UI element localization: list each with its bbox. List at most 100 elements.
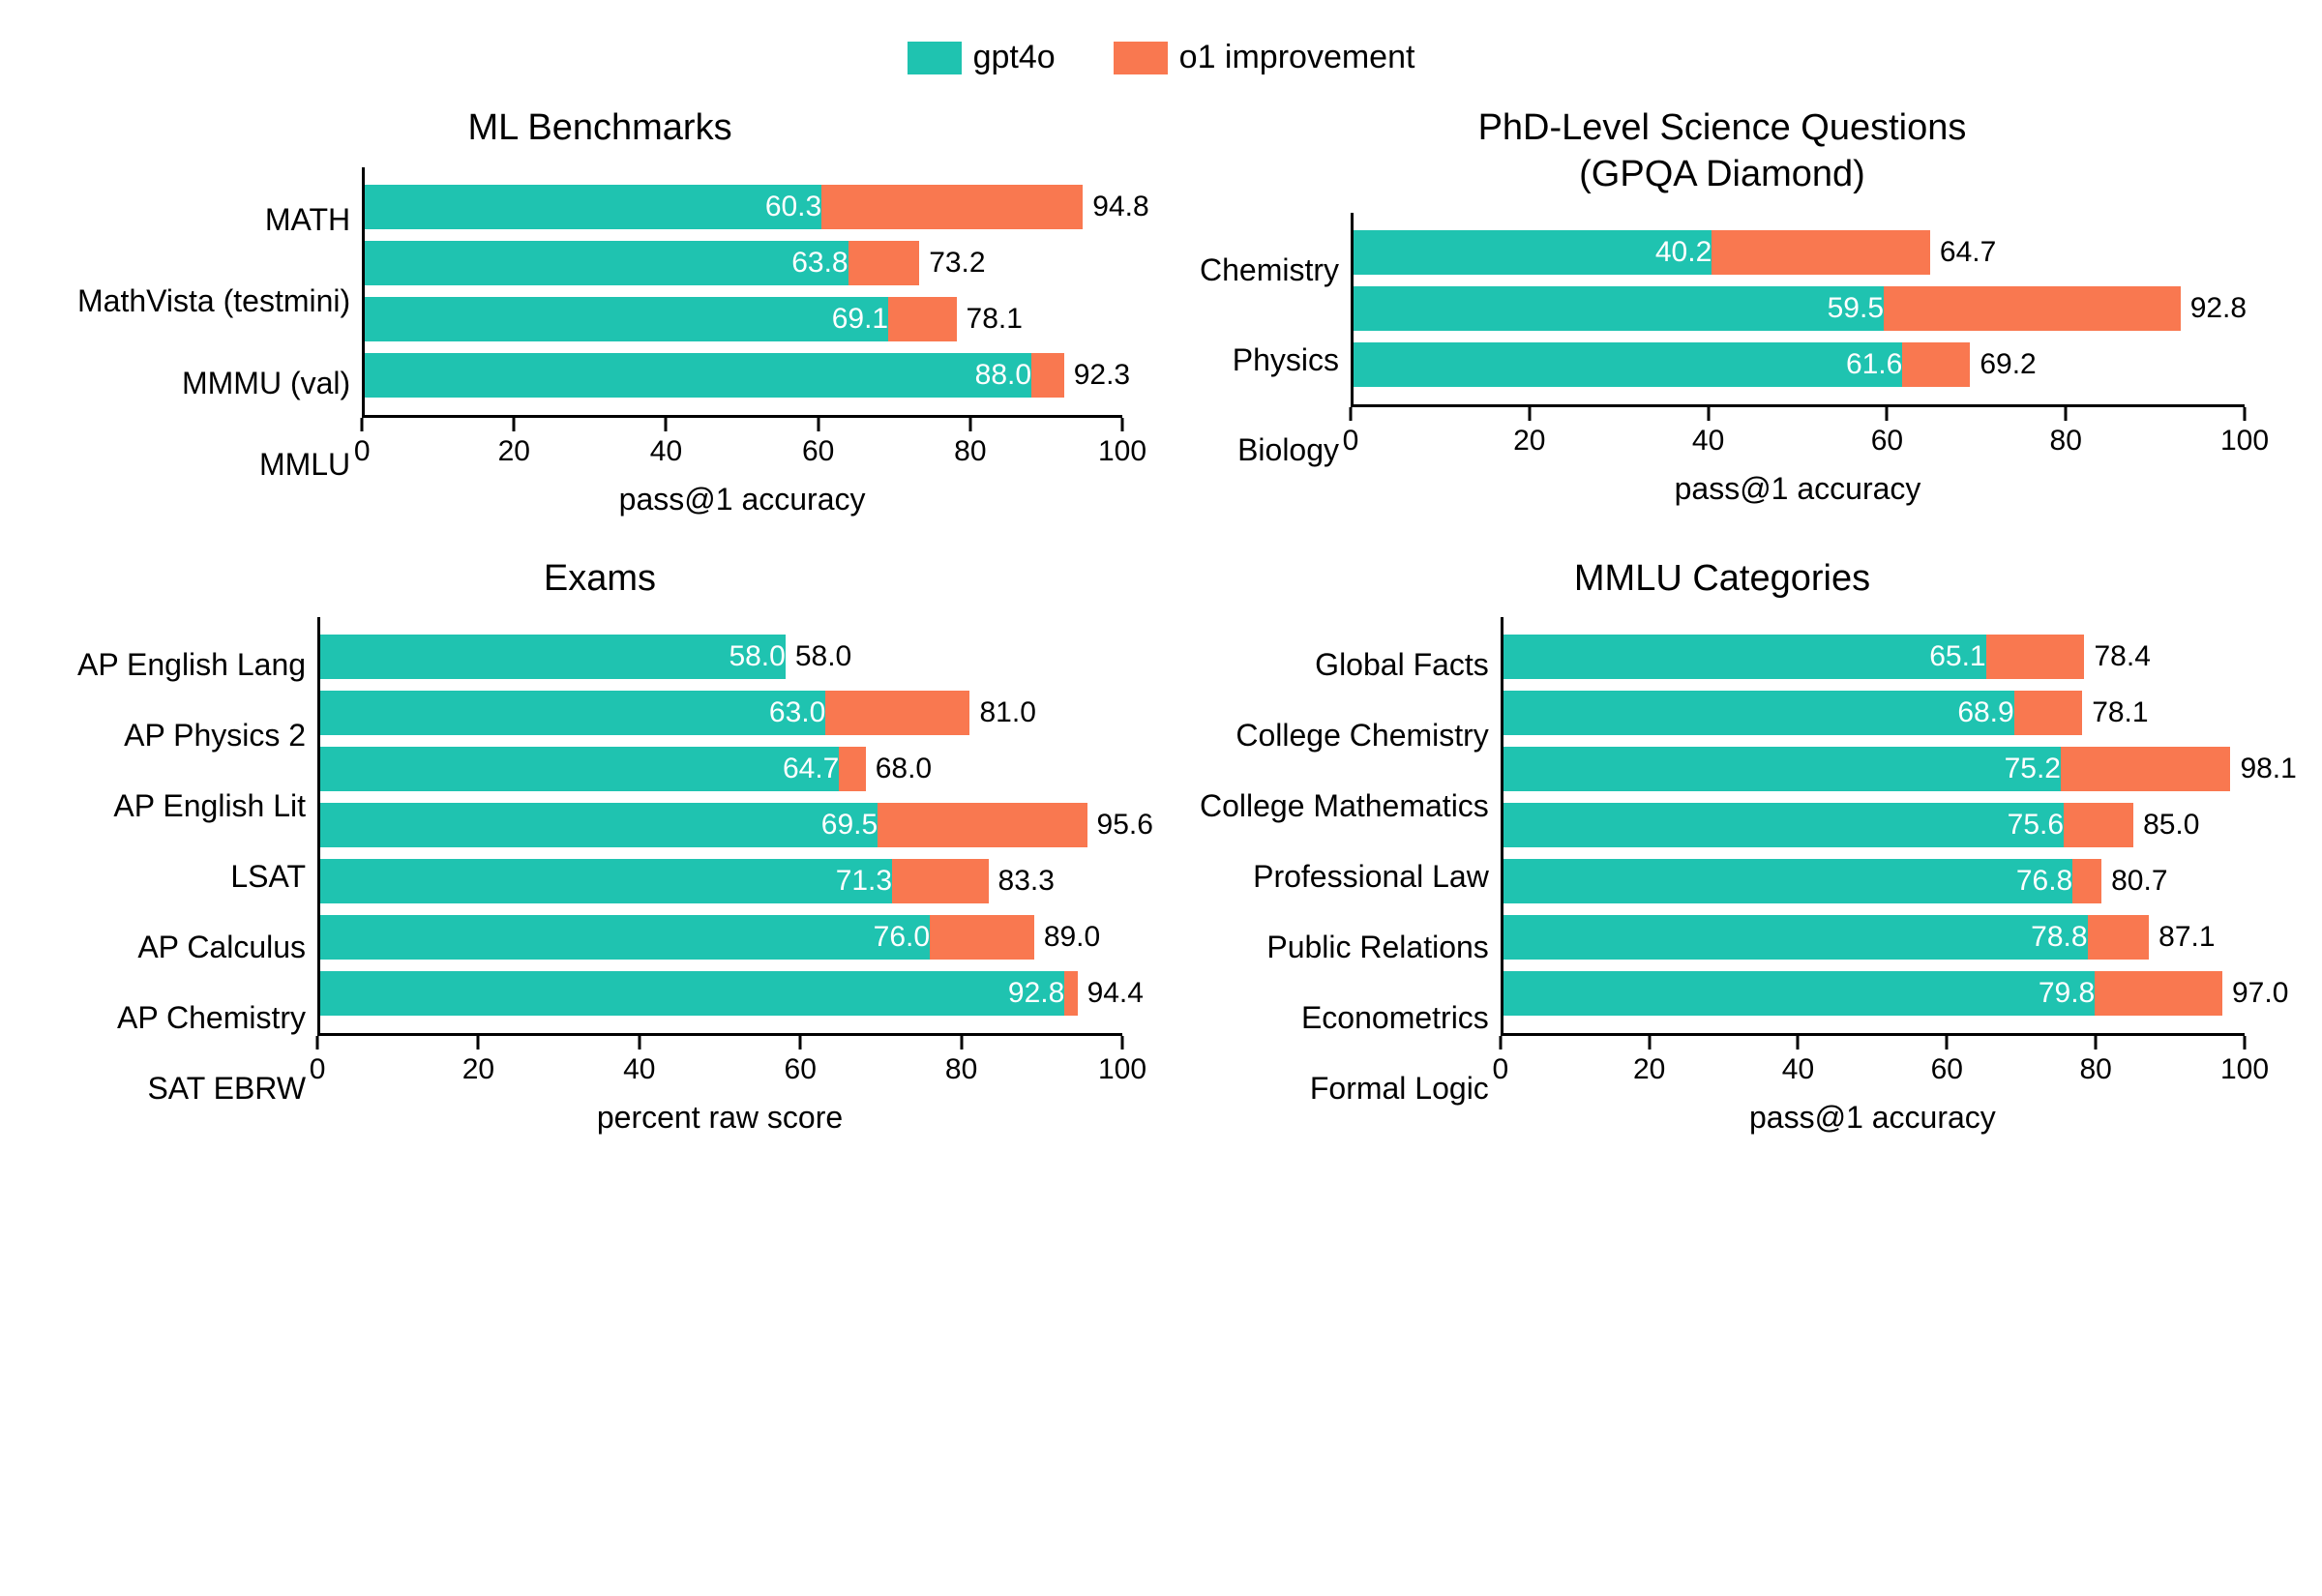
category-label: College Chemistry — [1200, 713, 1489, 757]
x-tick — [817, 418, 819, 431]
bar-base-value: 63.0 — [320, 696, 825, 729]
x-ticks — [317, 1036, 1122, 1049]
x-tick — [2065, 407, 2068, 421]
x-tick-label: 0 — [1343, 425, 1359, 458]
bar-row: 60.394.8 — [365, 185, 1122, 229]
bar-total-value: 73.2 — [929, 247, 985, 280]
bar-improvement-segment — [892, 859, 988, 903]
x-tick-label: 40 — [650, 435, 682, 468]
bar-total-value: 92.3 — [1074, 359, 1130, 392]
category-label: College Mathematics — [1200, 783, 1489, 828]
x-tick-labels: 020406080100 — [317, 1053, 1122, 1092]
legend-swatch — [1114, 42, 1168, 74]
chart-body: Chemistry Physics Biology 40.2 64.7 59.5 92.8 6… — [1200, 213, 2245, 507]
x-tick — [2244, 407, 2247, 421]
bar-total-value: 69.2 — [1980, 348, 2036, 381]
x-tick — [1528, 407, 1531, 421]
bars-area: 58.058.063.081.064.768.069.595.671.383.3… — [317, 617, 1122, 1136]
category-label: MathVista (testmini) — [77, 279, 350, 323]
bar-row: 64.768.0 — [320, 747, 1122, 791]
x-tick-label: 80 — [2079, 1053, 2111, 1086]
bar-base-value: 65.1 — [1503, 640, 1986, 673]
x-tick-label: 100 — [1098, 1053, 1146, 1086]
x-tick — [1121, 418, 1124, 431]
bars: 40.2 64.7 59.5 92.8 61.6 69.2 — [1351, 213, 2245, 407]
bar-row: 76.089.0 — [320, 915, 1122, 960]
bar-improvement-segment — [1064, 971, 1077, 1016]
x-tick — [1350, 407, 1353, 421]
x-ticks — [1501, 1036, 2245, 1049]
bar-total-value: 83.3 — [998, 865, 1055, 898]
x-tick — [1707, 407, 1710, 421]
bar-base-value: 59.5 — [1354, 292, 1884, 325]
bar-improvement-segment — [2014, 691, 2082, 735]
category-label: Formal Logic — [1200, 1066, 1489, 1110]
x-tick-label: 80 — [945, 1053, 977, 1086]
x-axis-label: pass@1 accuracy — [362, 482, 1122, 517]
bar-row: 63.081.0 — [320, 691, 1122, 735]
category-label: Professional Law — [1200, 854, 1489, 899]
x-tick — [665, 418, 668, 431]
bar-total-value: 97.0 — [2232, 977, 2288, 1010]
bar-improvement-segment — [1986, 635, 2085, 679]
bar-row: 78.887.1 — [1503, 915, 2245, 960]
category-label: Chemistry — [1200, 248, 1339, 292]
panel-title: Exams — [544, 556, 656, 603]
panel-mmlu-categories: MMLU CategoriesGlobal FactsCollege Chemi… — [1200, 556, 2245, 1137]
x-tick-label: 40 — [1692, 425, 1724, 458]
bar-base-value: 75.6 — [1503, 809, 2064, 842]
bars-area: 60.394.863.873.269.178.188.092.302040608… — [362, 167, 1122, 517]
bar-improvement-segment — [2095, 971, 2222, 1016]
bar-improvement-segment — [848, 241, 920, 285]
bar-improvement-segment — [825, 691, 969, 735]
x-tick — [1946, 1036, 1949, 1049]
bar-improvement-segment — [1884, 286, 2181, 331]
category-label: MATH — [77, 197, 350, 242]
legend: gpt4oo1 improvement — [0, 0, 2322, 96]
bar-improvement-segment — [878, 803, 1087, 847]
bar-base-value: 40.2 — [1354, 236, 1712, 269]
x-ticks — [1351, 407, 2245, 421]
category-label: Physics — [1200, 338, 1339, 382]
bar-total-value: 98.1 — [2240, 753, 2296, 785]
category-label: LSAT — [77, 854, 306, 899]
bar-base-value: 64.7 — [320, 753, 839, 785]
bar-base-value: 92.8 — [320, 977, 1064, 1010]
bar-row: 88.092.3 — [365, 353, 1122, 398]
category-label: MMLU — [77, 442, 350, 487]
legend-swatch — [908, 42, 962, 74]
bar-row: 69.178.1 — [365, 297, 1122, 341]
bar-row: 71.3 83.3 — [320, 859, 1122, 903]
bar-total-value: 95.6 — [1097, 809, 1153, 842]
x-axis-label: pass@1 accuracy — [1351, 471, 2245, 507]
bar-row: 76.880.7 — [1503, 859, 2245, 903]
bars: 65.178.468.978.175.298.175.685.076.880.7… — [1501, 617, 2245, 1036]
bar-total-value: 78.1 — [2092, 696, 2148, 729]
x-tick-labels: 020406080100 — [362, 435, 1122, 474]
bar-row: 75.298.1 — [1503, 747, 2245, 791]
category-label: Biology — [1200, 428, 1339, 472]
category-label: AP English Lang — [77, 642, 306, 687]
x-tick-label: 80 — [2050, 425, 2082, 458]
panel-title: ML Benchmarks — [467, 105, 731, 152]
x-tick — [2244, 1036, 2247, 1049]
x-tick-label: 0 — [310, 1053, 326, 1086]
bar-base-value: 71.3 — [320, 865, 892, 898]
chart-grid: ML BenchmarksMATHMathVista (testmini)MMM… — [0, 96, 2322, 1174]
x-tick-label: 60 — [785, 1053, 817, 1086]
bar-total-value: 80.7 — [2111, 865, 2167, 898]
legend-label: o1 improvement — [1179, 39, 1415, 76]
category-label: AP Chemistry — [77, 995, 306, 1040]
x-tick — [361, 418, 364, 431]
x-tick — [1499, 1036, 1502, 1049]
bar-base-value: 69.1 — [365, 303, 888, 336]
bar-row: 69.595.6 — [320, 803, 1122, 847]
bar-total-value: 92.8 — [2190, 292, 2247, 325]
bar-base-value: 58.0 — [320, 640, 786, 673]
x-tick-label: 20 — [1633, 1053, 1665, 1086]
x-tick-label: 40 — [1782, 1053, 1814, 1086]
bar-total-value: 64.7 — [1940, 236, 1996, 269]
category-label: AP Physics 2 — [77, 713, 306, 757]
x-axis-label: percent raw score — [317, 1100, 1122, 1136]
bar-base-value: 61.6 — [1354, 348, 1902, 381]
